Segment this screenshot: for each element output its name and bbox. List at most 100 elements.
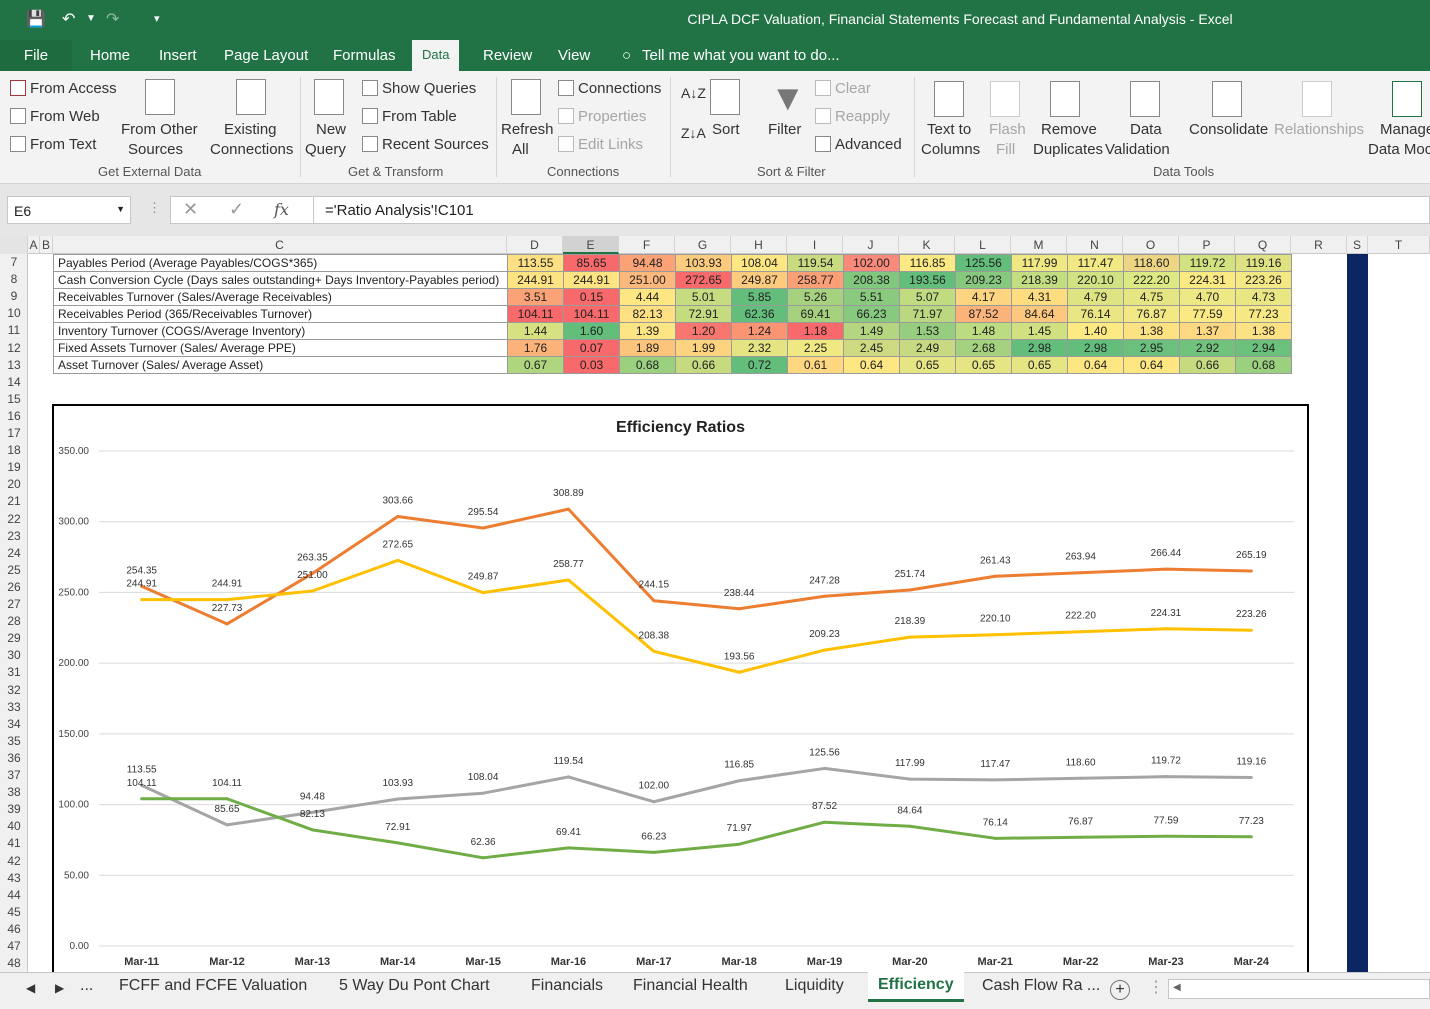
table-cell[interactable]: 2.95 (1123, 339, 1180, 357)
column-header[interactable]: T (1368, 236, 1430, 254)
formula-text[interactable]: ='Ratio Analysis'!C101 (325, 202, 474, 219)
name-box[interactable]: E6 ▼ (7, 196, 131, 224)
row-header[interactable]: 33 (7, 699, 21, 714)
table-cell[interactable]: 1.18 (787, 322, 844, 340)
table-cell[interactable]: 77.23 (1235, 305, 1292, 323)
table-cell[interactable]: 0.65 (899, 356, 956, 374)
sheet-tab-dupont[interactable]: 5 Way Du Pont Chart (339, 977, 490, 994)
column-header[interactable]: F (619, 236, 675, 254)
table-cell[interactable]: 72.91 (675, 305, 732, 323)
table-cell[interactable]: 117.47 (1067, 254, 1124, 272)
refresh-all-button[interactable]: Refresh (501, 121, 554, 138)
table-cell[interactable]: 82.13 (619, 305, 676, 323)
table-cell[interactable]: 76.87 (1123, 305, 1180, 323)
table-cell[interactable]: 0.64 (1067, 356, 1124, 374)
insert-function-icon[interactable]: fx (274, 200, 289, 219)
data-validation-button[interactable]: Data (1130, 121, 1162, 138)
table-cell[interactable]: 0.64 (1123, 356, 1180, 374)
table-cell[interactable]: 1.20 (675, 322, 732, 340)
row-header[interactable]: 32 (7, 682, 21, 697)
row-header[interactable]: 46 (7, 921, 21, 936)
table-cell[interactable]: 77.59 (1179, 305, 1236, 323)
row-header[interactable]: 47 (7, 939, 21, 953)
column-header[interactable]: M (1011, 236, 1067, 254)
column-header[interactable]: H (731, 236, 787, 254)
row-header[interactable]: 26 (7, 579, 21, 594)
tell-me-box[interactable]: Tell me what you want to do... (642, 47, 840, 64)
table-cell[interactable]: 103.93 (675, 254, 732, 272)
row-header[interactable]: 34 (7, 716, 21, 731)
sheet-tab-cash-flow[interactable]: Cash Flow Ra ... (982, 977, 1101, 994)
table-cell[interactable]: 193.56 (899, 271, 956, 289)
table-cell[interactable]: 5.01 (675, 288, 732, 306)
advanced-button[interactable]: Advanced (815, 136, 902, 153)
table-cell[interactable]: 2.92 (1179, 339, 1236, 357)
table-cell[interactable]: 87.52 (955, 305, 1012, 323)
scroll-right-icon[interactable]: ▶ (55, 981, 65, 995)
table-cell[interactable]: 117.99 (1011, 254, 1068, 272)
chevron-down-icon[interactable]: ▼ (116, 204, 125, 214)
table-cell[interactable]: 104.11 (507, 305, 564, 323)
sort-ascending-icon[interactable]: A↓Z (681, 85, 706, 101)
table-cell[interactable]: 108.04 (731, 254, 788, 272)
from-table-button[interactable]: From Table (362, 108, 457, 125)
table-cell[interactable]: 0.07 (563, 339, 620, 357)
sheet-tab-liquidity[interactable]: Liquidity (785, 977, 844, 994)
row-label[interactable]: Asset Turnover (Sales/ Average Asset) (53, 356, 508, 374)
from-web-button[interactable]: From Web (10, 108, 100, 125)
cancel-icon[interactable]: ✕ (183, 199, 199, 219)
horizontal-scrollbar[interactable]: ◀ (1168, 979, 1430, 999)
table-cell[interactable]: 94.48 (619, 254, 676, 272)
table-cell[interactable]: 5.85 (731, 288, 788, 306)
connections-button[interactable]: Connections (558, 80, 661, 97)
recent-sources-button[interactable]: Recent Sources (362, 136, 489, 153)
table-cell[interactable]: 223.26 (1235, 271, 1292, 289)
table-cell[interactable]: 2.94 (1235, 339, 1292, 357)
table-cell[interactable]: 102.00 (843, 254, 900, 272)
tab-insert[interactable]: Insert (159, 47, 197, 64)
table-cell[interactable]: 125.56 (955, 254, 1012, 272)
table-cell[interactable]: 0.66 (1179, 356, 1236, 374)
table-cell[interactable]: 2.25 (787, 339, 844, 357)
row-label[interactable]: Fixed Assets Turnover (Sales/ Average PP… (53, 339, 508, 357)
table-cell[interactable]: 85.65 (563, 254, 620, 272)
table-cell[interactable]: 258.77 (787, 271, 844, 289)
row-header[interactable]: 12 (7, 340, 21, 355)
row-header[interactable]: 19 (7, 460, 21, 475)
table-cell[interactable]: 0.65 (1011, 356, 1068, 374)
table-cell[interactable]: 244.91 (563, 271, 620, 289)
row-label[interactable]: Cash Conversion Cycle (Days sales outsta… (53, 271, 508, 289)
row-header[interactable]: 16 (7, 408, 21, 423)
row-header[interactable]: 15 (7, 391, 21, 406)
row-header[interactable]: 17 (7, 426, 21, 440)
new-query-button[interactable]: New (316, 121, 347, 138)
table-cell[interactable]: 1.99 (675, 339, 732, 357)
undo-icon[interactable]: ↶ (62, 11, 76, 28)
table-cell[interactable]: 119.16 (1235, 254, 1292, 272)
table-cell[interactable]: 118.60 (1123, 254, 1180, 272)
sheet-tab-more[interactable]: ... (80, 977, 94, 994)
table-cell[interactable]: 220.10 (1067, 271, 1124, 289)
table-cell[interactable]: 272.65 (675, 271, 732, 289)
column-header[interactable]: S (1347, 236, 1368, 254)
table-cell[interactable]: 4.75 (1123, 288, 1180, 306)
table-cell[interactable]: 208.38 (843, 271, 900, 289)
customize-qat-icon[interactable]: ▾ (154, 13, 160, 25)
row-header[interactable]: 42 (7, 853, 21, 868)
table-cell[interactable]: 5.07 (899, 288, 956, 306)
sort-descending-icon[interactable]: Z↓A (681, 125, 706, 141)
row-label[interactable]: Payables Period (Average Payables/COGS*3… (53, 254, 508, 272)
table-cell[interactable]: 1.39 (619, 322, 676, 340)
column-header[interactable]: P (1179, 236, 1235, 254)
row-header[interactable]: 8 (10, 272, 18, 287)
relationships-button[interactable]: Relationships (1274, 121, 1365, 138)
show-queries-button[interactable]: Show Queries (362, 80, 476, 97)
table-cell[interactable]: 104.11 (563, 305, 620, 323)
table-cell[interactable]: 209.23 (955, 271, 1012, 289)
table-cell[interactable]: 0.68 (1235, 356, 1292, 374)
row-header[interactable]: 39 (7, 802, 21, 817)
scroll-left-arrow-icon[interactable]: ◀ (1173, 982, 1181, 993)
flash-fill-button[interactable]: Flash (989, 121, 1026, 138)
table-cell[interactable]: 2.98 (1067, 339, 1124, 357)
table-cell[interactable]: 119.72 (1179, 254, 1236, 272)
